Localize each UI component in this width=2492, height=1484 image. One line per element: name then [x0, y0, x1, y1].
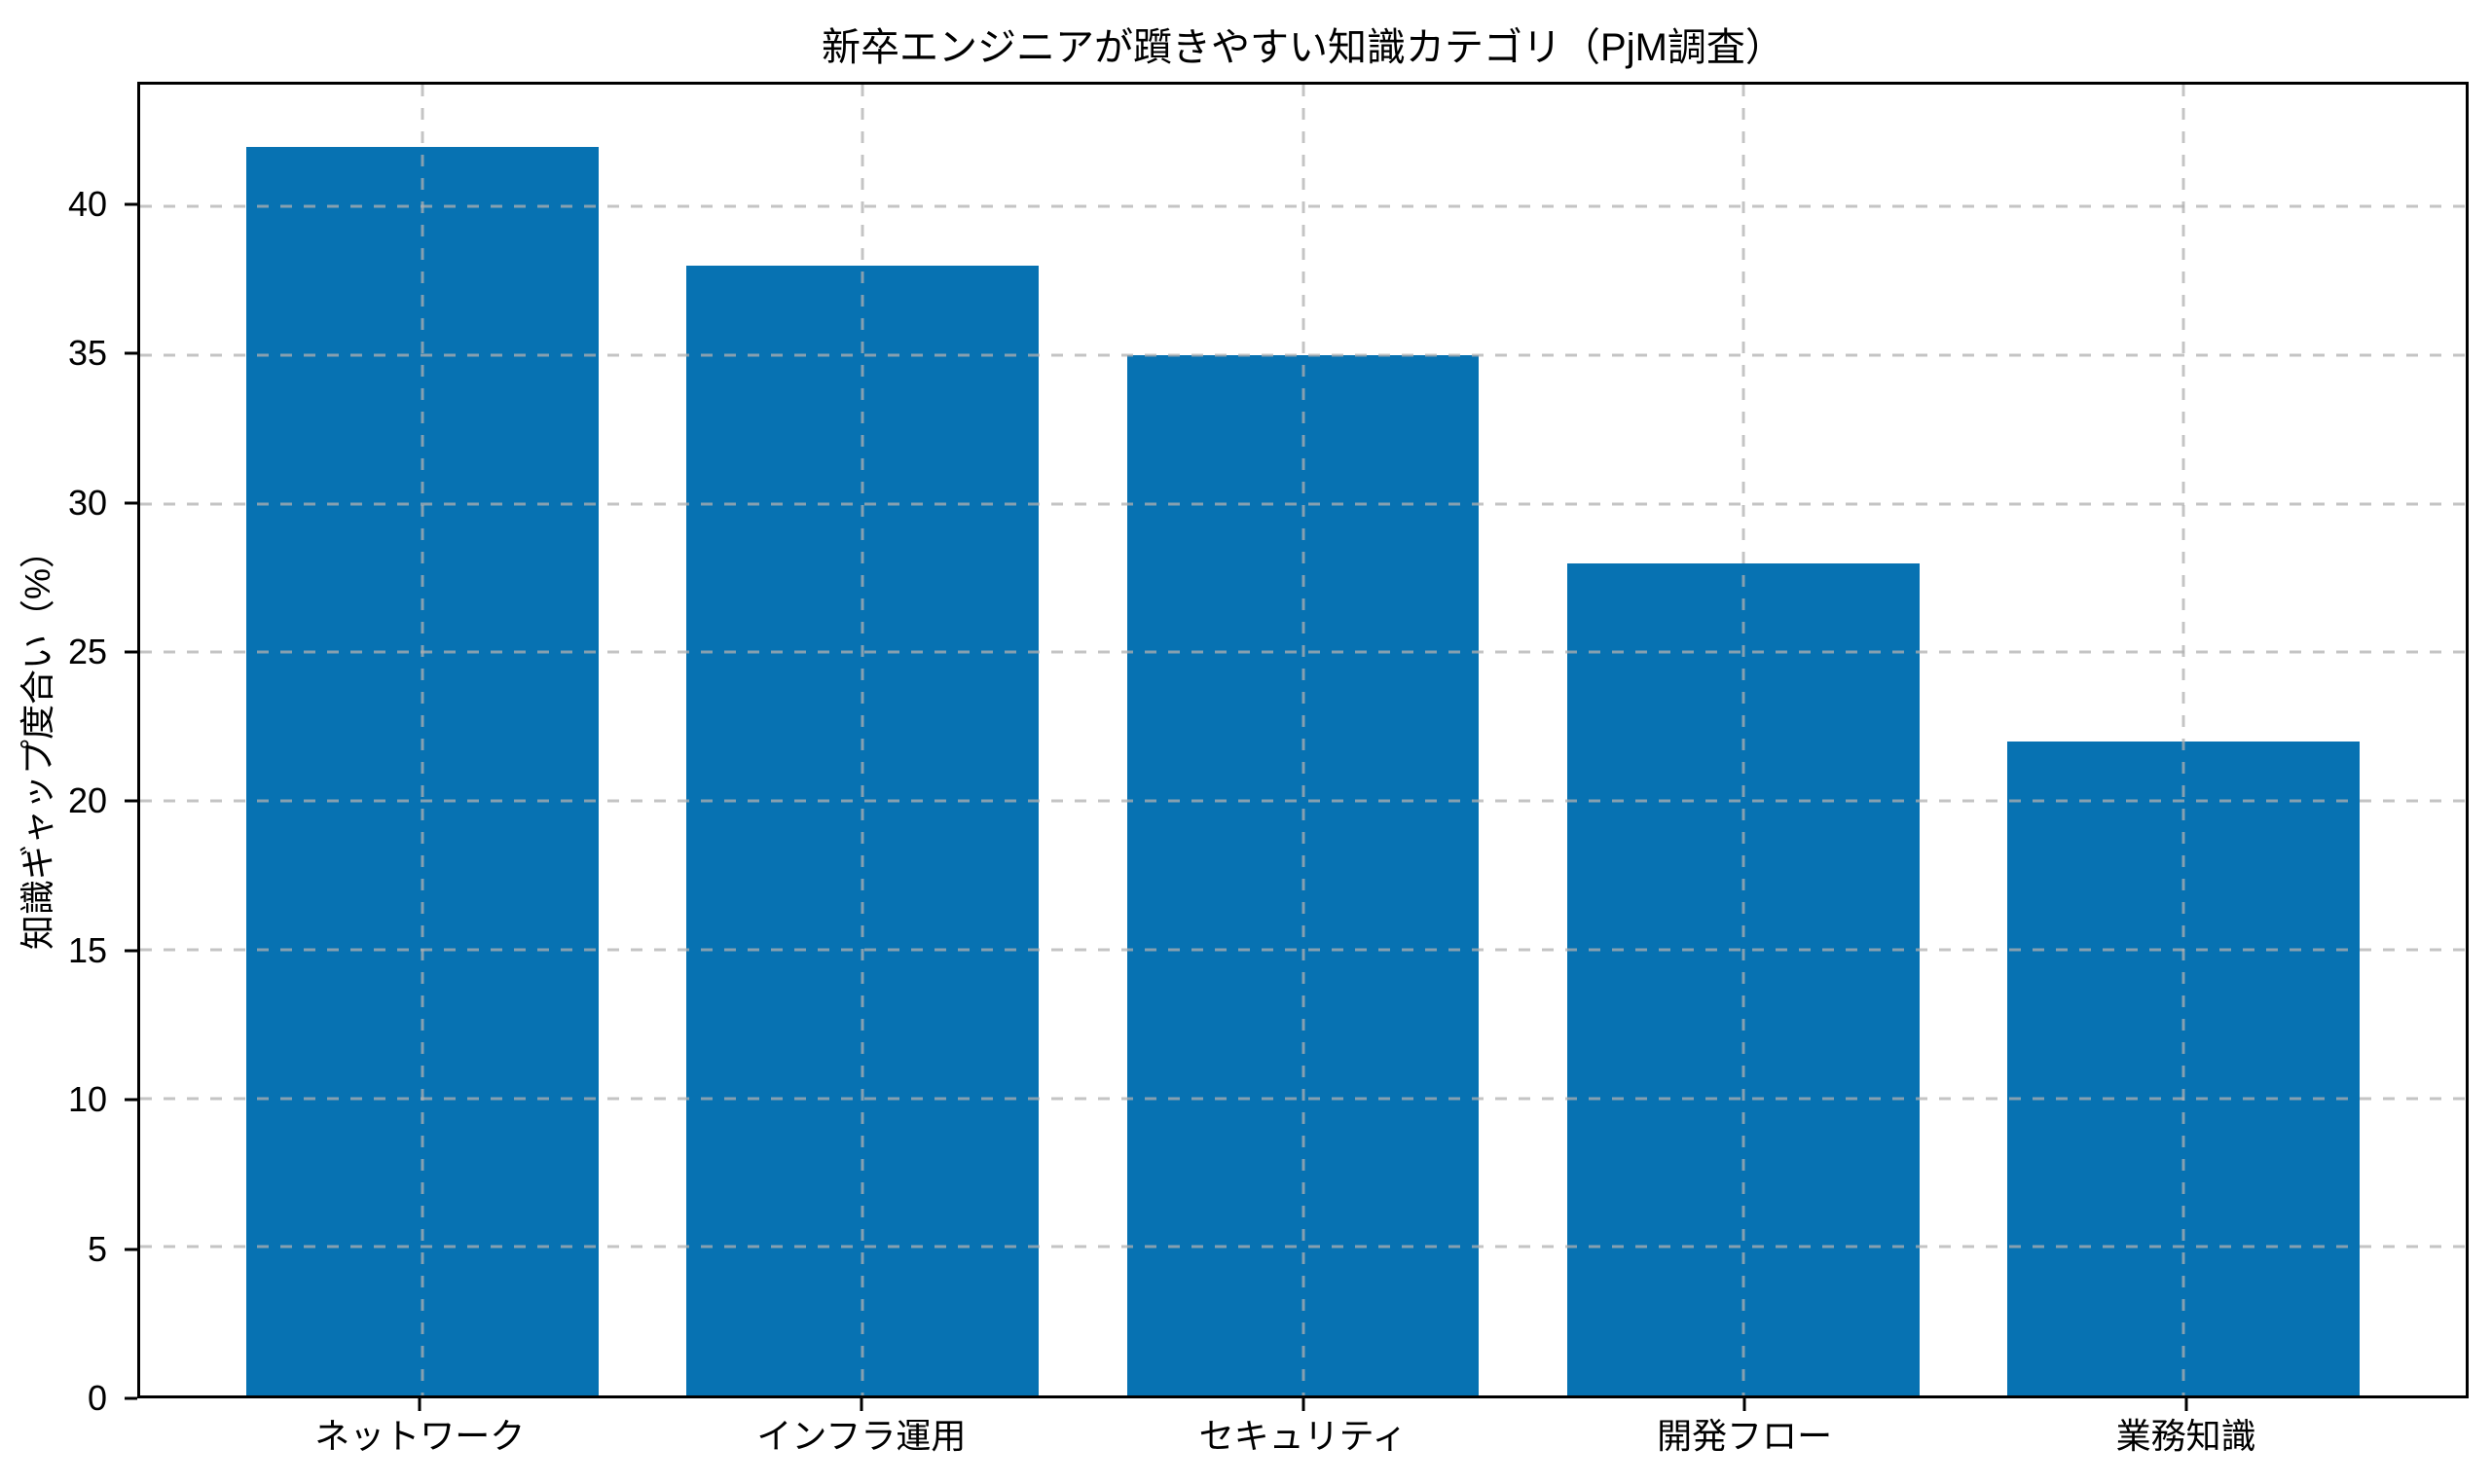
- y-tick-label: 20: [67, 780, 107, 821]
- bar: [245, 147, 599, 1395]
- x-tick-label: セキュリティ: [1198, 1416, 1408, 1456]
- x-tick-label: 業務知識: [2115, 1416, 2256, 1456]
- y-tick-label: 5: [87, 1228, 107, 1269]
- x-tick-mark: [1301, 1398, 1304, 1411]
- y-tick-label: 25: [67, 631, 107, 671]
- x-tick-label: 開発フロー: [1657, 1416, 1833, 1456]
- y-tick-mark: [125, 799, 137, 803]
- x-tick-label: ネットワーク: [314, 1416, 526, 1456]
- y-tick-mark: [125, 949, 137, 953]
- x-tick-mark: [2184, 1398, 2188, 1411]
- x-tick-mark: [1742, 1398, 1746, 1411]
- bar: [1566, 562, 1920, 1395]
- bar: [686, 266, 1040, 1395]
- chart-title: 新卒エンジニアが躓きやすい知識カテゴリ（PjM調査）: [822, 26, 1784, 69]
- y-tick-mark: [125, 501, 137, 505]
- y-tick-label: 40: [67, 183, 107, 224]
- y-tick-mark: [125, 650, 137, 654]
- x-tick-mark: [418, 1398, 421, 1411]
- y-tick-mark: [125, 1396, 137, 1400]
- y-tick-label: 35: [67, 333, 107, 374]
- y-tick-mark: [125, 1248, 137, 1251]
- y-tick-label: 0: [87, 1378, 107, 1418]
- y-tick-mark: [125, 202, 137, 206]
- y-axis-tick-marks: [125, 82, 137, 1400]
- y-tick-label: 30: [67, 482, 107, 523]
- bar: [1126, 354, 1480, 1395]
- y-axis-tick-labels: 0 5 10 15 20 25 30 35 40: [0, 82, 107, 1415]
- x-tick-mark: [860, 1398, 863, 1411]
- y-tick-label: 10: [67, 1079, 107, 1120]
- plot-area: [137, 82, 2469, 1398]
- bar: [2007, 742, 2361, 1395]
- y-tick-mark: [125, 1098, 137, 1102]
- y-tick-label: 15: [67, 929, 107, 970]
- x-axis-tick-marks: [137, 1398, 2469, 1412]
- x-axis-tick-labels: ネットワーク インフラ運用 セキュリティ 開発フロー 業務知識: [137, 1417, 2469, 1466]
- y-tick-mark: [125, 351, 137, 355]
- x-tick-label: インフラ運用: [756, 1416, 967, 1456]
